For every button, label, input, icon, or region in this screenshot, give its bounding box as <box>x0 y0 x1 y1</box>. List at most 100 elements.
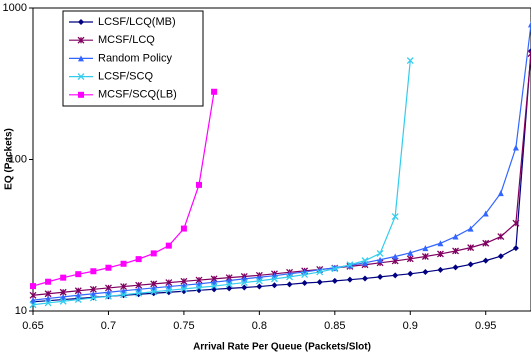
marker <box>452 233 459 240</box>
marker <box>135 289 143 297</box>
marker <box>60 274 67 281</box>
marker <box>211 286 218 293</box>
marker <box>210 282 218 290</box>
x-tick-label: 0.7 <box>101 320 116 332</box>
marker <box>45 295 52 302</box>
x-tick-label: 0.75 <box>173 320 194 332</box>
marker <box>78 55 84 62</box>
marker <box>256 283 263 290</box>
marker <box>377 256 384 263</box>
marker <box>270 275 278 283</box>
marker <box>301 280 308 287</box>
marker <box>527 50 531 58</box>
marker <box>316 268 324 276</box>
series-line <box>32 60 411 306</box>
x-tick-label: 0.8 <box>252 320 267 332</box>
marker <box>391 213 399 221</box>
marker <box>120 291 128 299</box>
marker <box>331 277 338 284</box>
marker <box>331 265 339 273</box>
marker <box>196 181 202 188</box>
marker <box>74 296 82 304</box>
marker <box>301 271 309 279</box>
marker <box>377 273 384 280</box>
y-tick-label: 10 <box>15 305 27 317</box>
marker <box>467 225 474 232</box>
marker <box>407 249 414 256</box>
y-tick-label: 100 <box>9 153 27 165</box>
marker <box>105 264 112 271</box>
marker <box>376 249 384 257</box>
marker <box>482 210 489 217</box>
marker <box>165 286 173 294</box>
marker <box>512 219 520 227</box>
marker <box>90 268 97 275</box>
marker <box>44 299 52 307</box>
marker <box>497 190 504 197</box>
marker <box>422 245 429 252</box>
marker <box>77 73 85 81</box>
marker <box>392 253 399 260</box>
marker <box>150 288 158 296</box>
marker <box>104 292 112 300</box>
marker <box>286 281 293 288</box>
marker <box>29 301 37 309</box>
x-tick-label: 0.65 <box>22 320 43 332</box>
marker <box>211 88 218 95</box>
marker <box>406 57 414 64</box>
marker <box>77 36 85 44</box>
series-line <box>32 24 531 301</box>
marker <box>241 284 248 291</box>
marker <box>75 292 82 299</box>
marker <box>120 260 127 267</box>
marker <box>135 256 142 263</box>
marker <box>90 290 97 297</box>
x-tick-label: 0.95 <box>475 320 496 332</box>
marker <box>362 275 368 282</box>
marker <box>407 270 414 277</box>
marker <box>467 261 474 268</box>
marker <box>467 244 475 252</box>
marker <box>528 21 531 28</box>
marker <box>89 294 97 302</box>
marker <box>165 242 172 249</box>
marker <box>30 297 36 304</box>
marker <box>105 289 112 296</box>
legend-label: Random Policy <box>98 52 172 64</box>
marker <box>211 279 218 286</box>
marker <box>30 283 36 290</box>
marker <box>436 250 444 258</box>
marker <box>437 240 444 247</box>
marker <box>437 266 444 273</box>
marker <box>422 268 429 275</box>
legend-label: LCSF/LCQ(MB) <box>98 16 176 28</box>
marker <box>120 287 127 294</box>
marker <box>392 272 399 279</box>
marker <box>240 279 248 287</box>
marker <box>346 261 354 269</box>
marker <box>482 257 489 264</box>
marker <box>497 233 505 241</box>
marker <box>45 278 52 285</box>
legend-label: LCSF/SCQ <box>98 71 153 83</box>
marker <box>226 285 233 292</box>
series-line <box>32 53 531 296</box>
legend-label: MCSF/LCQ <box>98 34 155 46</box>
legend-label: MCSF/SCQ(LB) <box>98 89 177 101</box>
marker <box>180 285 188 293</box>
marker <box>286 273 294 281</box>
y-tick-label: 1000 <box>3 2 27 14</box>
marker <box>346 276 353 283</box>
marker <box>512 245 519 252</box>
marker <box>497 253 504 260</box>
marker <box>316 279 323 286</box>
marker <box>361 257 369 265</box>
marker <box>421 253 429 260</box>
marker <box>59 297 67 305</box>
marker <box>78 19 84 25</box>
marker <box>255 277 263 285</box>
marker <box>362 259 368 266</box>
x-tick-label: 0.85 <box>324 320 345 332</box>
marker <box>225 280 233 288</box>
